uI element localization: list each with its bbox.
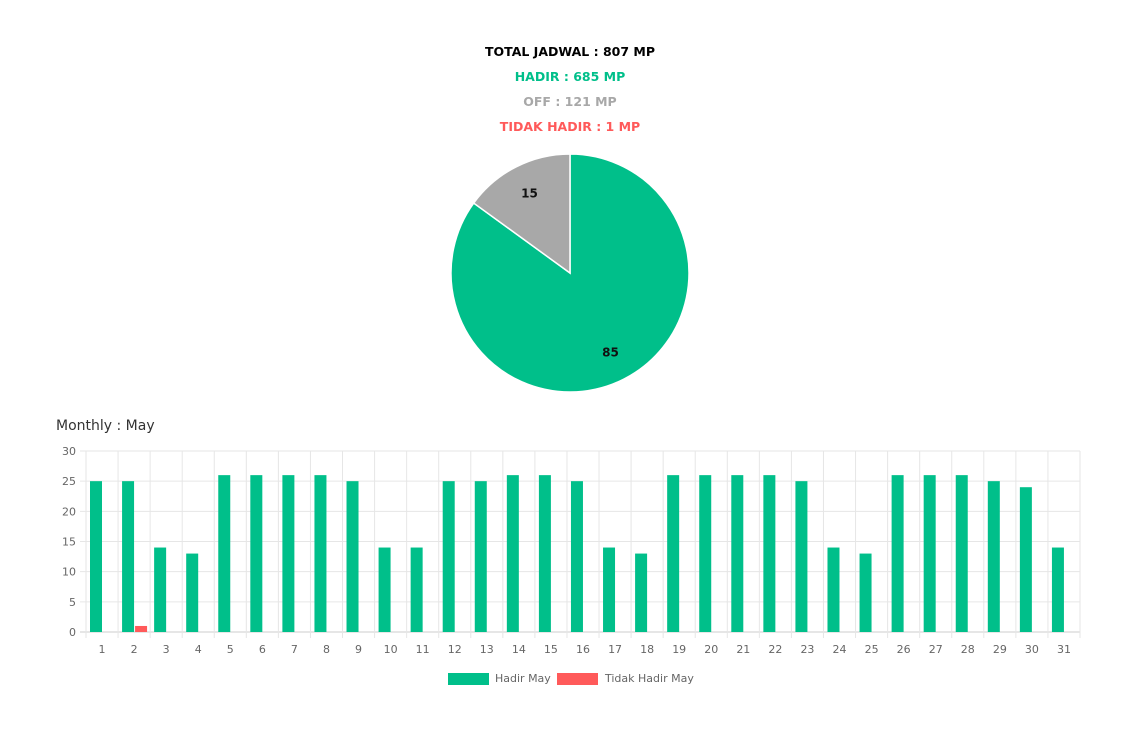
bar-hadir-may-3 — [154, 547, 167, 632]
bar-hadir-may-27 — [923, 475, 936, 632]
y-tick-label: 25 — [62, 475, 76, 488]
bar-hadir-may-13 — [474, 481, 487, 632]
legend-swatch — [448, 673, 489, 685]
bar-hadir-may-17 — [603, 547, 616, 632]
bar-hadir-may-5 — [218, 475, 231, 632]
bar-hadir-may-7 — [282, 475, 295, 632]
pie-chart: 85 15 — [450, 153, 690, 393]
x-tick-label: 2 — [131, 643, 138, 656]
bar-hadir-may-26 — [891, 475, 904, 632]
bar-hadir-may-11 — [410, 547, 423, 632]
bar-hadir-may-19 — [667, 475, 680, 632]
bar-hadir-may-22 — [763, 475, 776, 632]
x-tick-label: 20 — [704, 643, 718, 656]
bar-hadir-may-2 — [122, 481, 135, 632]
bar-hadir-may-8 — [314, 475, 327, 632]
x-tick-label: 30 — [1025, 643, 1039, 656]
bar-hadir-may-10 — [378, 547, 391, 632]
x-tick-label: 5 — [227, 643, 234, 656]
x-tick-label: 31 — [1057, 643, 1071, 656]
y-tick-label: 30 — [62, 445, 76, 458]
y-tick-label: 5 — [69, 596, 76, 609]
x-tick-label: 27 — [929, 643, 943, 656]
x-tick-label: 25 — [865, 643, 879, 656]
bar-hadir-may-16 — [570, 481, 583, 632]
x-tick-label: 24 — [833, 643, 847, 656]
x-tick-label: 26 — [897, 643, 911, 656]
legend-label: Hadir May — [495, 672, 551, 685]
bar-hadir-may-1 — [90, 481, 102, 632]
x-tick-label: 21 — [736, 643, 750, 656]
bar-hadir-may-12 — [442, 481, 455, 632]
x-tick-label: 11 — [416, 643, 430, 656]
x-tick-label: 1 — [99, 643, 106, 656]
monthly-title: Monthly : May — [56, 418, 155, 434]
y-tick-label: 15 — [62, 536, 76, 549]
x-tick-label: 19 — [672, 643, 686, 656]
pie-data-label: 15 — [521, 186, 538, 200]
x-tick-label: 15 — [544, 643, 558, 656]
bar-hadir-may-4 — [186, 553, 199, 632]
y-tick-label: 10 — [62, 566, 76, 579]
x-tick-label: 17 — [608, 643, 622, 656]
x-tick-label: 9 — [355, 643, 362, 656]
legend-swatch — [557, 673, 598, 685]
x-tick-label: 8 — [323, 643, 330, 656]
x-tick-label: 16 — [576, 643, 590, 656]
summary-total-jadwal: TOTAL JADWAL : 807 MP — [484, 44, 655, 59]
x-tick-label: 22 — [768, 643, 782, 656]
bar-hadir-may-24 — [827, 547, 840, 632]
x-tick-label: 23 — [800, 643, 814, 656]
x-tick-label: 10 — [384, 643, 398, 656]
x-tick-label: 4 — [195, 643, 202, 656]
bar-hadir-may-6 — [250, 475, 263, 632]
bar-hadir-may-9 — [346, 481, 359, 632]
legend-label: Tidak Hadir May — [604, 672, 694, 685]
bar-hadir-may-28 — [955, 475, 968, 632]
x-tick-label: 28 — [961, 643, 975, 656]
bar-hadir-may-23 — [795, 481, 808, 632]
x-tick-label: 3 — [163, 643, 170, 656]
bar-hadir-may-21 — [731, 475, 744, 632]
x-tick-label: 14 — [512, 643, 526, 656]
bar-hadir-may-31 — [1051, 547, 1064, 632]
x-tick-label: 6 — [259, 643, 266, 656]
y-tick-label: 0 — [69, 626, 76, 639]
x-tick-label: 18 — [640, 643, 654, 656]
summary-tidak-hadir: TIDAK HADIR : 1 MP — [499, 119, 641, 134]
x-tick-label: 29 — [993, 643, 1007, 656]
bar-hadir-may-25 — [859, 553, 872, 632]
y-tick-label: 20 — [62, 505, 76, 518]
bar-hadir-may-20 — [699, 475, 712, 632]
x-tick-label: 12 — [448, 643, 462, 656]
summary-off: OFF : 121 MP — [523, 94, 617, 109]
pie-data-label: 85 — [602, 346, 619, 360]
x-tick-label: 7 — [291, 643, 298, 656]
bar-hadir-may-30 — [1019, 487, 1032, 632]
bar-hadir-may-29 — [987, 481, 1000, 632]
bar-legend: Hadir May Tidak Hadir May — [448, 672, 694, 685]
summary-hadir: HADIR : 685 MP — [514, 69, 626, 84]
pie-slice-off — [472, 153, 571, 275]
bar-hadir-may-18 — [635, 553, 648, 632]
x-tick-label: 13 — [480, 643, 494, 656]
bar-tidak-hadir-may-2 — [135, 625, 148, 632]
bar-hadir-may-15 — [538, 475, 551, 632]
bar-hadir-may-14 — [506, 475, 519, 632]
